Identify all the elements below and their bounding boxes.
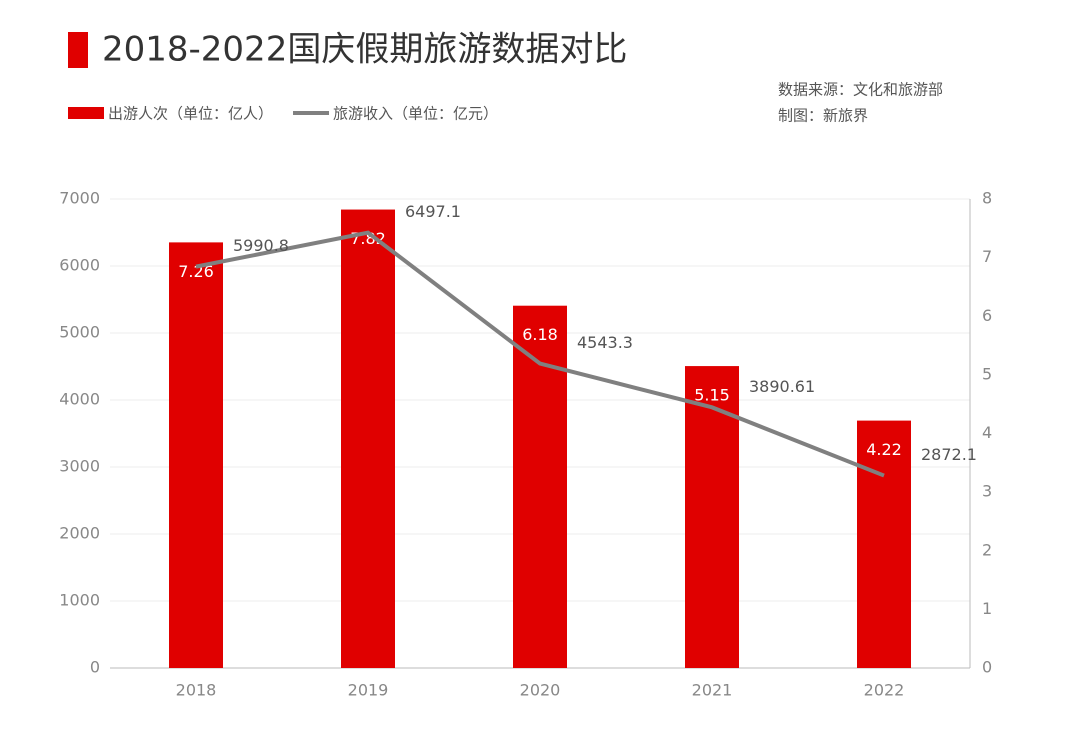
legend-label: 出游人次（单位：亿人） [108,105,273,123]
y2-tick-label: 1 [982,599,992,618]
y-tick-label: 5000 [59,323,100,342]
y-tick-label: 7000 [59,189,100,208]
y2-tick-label: 0 [982,658,992,677]
bar-value-label: 6.18 [522,325,558,344]
y2-tick-label: 2 [982,540,992,559]
x-tick-label: 2019 [348,681,389,700]
legend-swatch [68,107,104,119]
y2-tick-label: 6 [982,306,992,325]
y-tick-label: 6000 [59,256,100,275]
chart-title: 2018-2022国庆假期旅游数据对比 [102,30,627,70]
line-value-label: 3890.61 [749,377,815,396]
y2-tick-label: 8 [982,189,992,208]
y2-tick-label: 5 [982,364,992,383]
bar [341,209,395,669]
y-tick-label: 0 [90,658,100,677]
bar [169,242,223,668]
legend-label: 旅游收入（单位：亿元） [333,105,498,123]
y-tick-label: 4000 [59,390,100,409]
credit: 制图：新旅界 [778,107,868,125]
y2-tick-label: 3 [982,482,992,501]
line-value-label: 5990.8 [233,236,289,255]
source: 数据来源：文化和旅游部 [778,81,943,99]
title-marker [68,32,88,68]
x-tick-label: 2018 [176,681,217,700]
line [195,230,885,478]
bar-value-label: 5.15 [694,386,730,405]
line-value-label: 4543.3 [577,333,633,352]
y-tick-label: 1000 [59,591,100,610]
x-tick-label: 2020 [520,681,561,700]
x-tick-label: 2021 [692,681,733,700]
y2-tick-label: 7 [982,247,992,266]
bar-value-label: 4.22 [866,440,902,459]
bar [857,420,911,668]
y-tick-label: 2000 [59,524,100,543]
y2-tick-label: 4 [982,423,992,442]
bar [513,305,567,668]
bar [685,366,739,668]
line-value-label: 2872.1 [921,445,977,464]
y-tick-label: 3000 [59,457,100,476]
line-value-label: 6497.1 [405,202,461,221]
x-tick-label: 2022 [864,681,905,700]
